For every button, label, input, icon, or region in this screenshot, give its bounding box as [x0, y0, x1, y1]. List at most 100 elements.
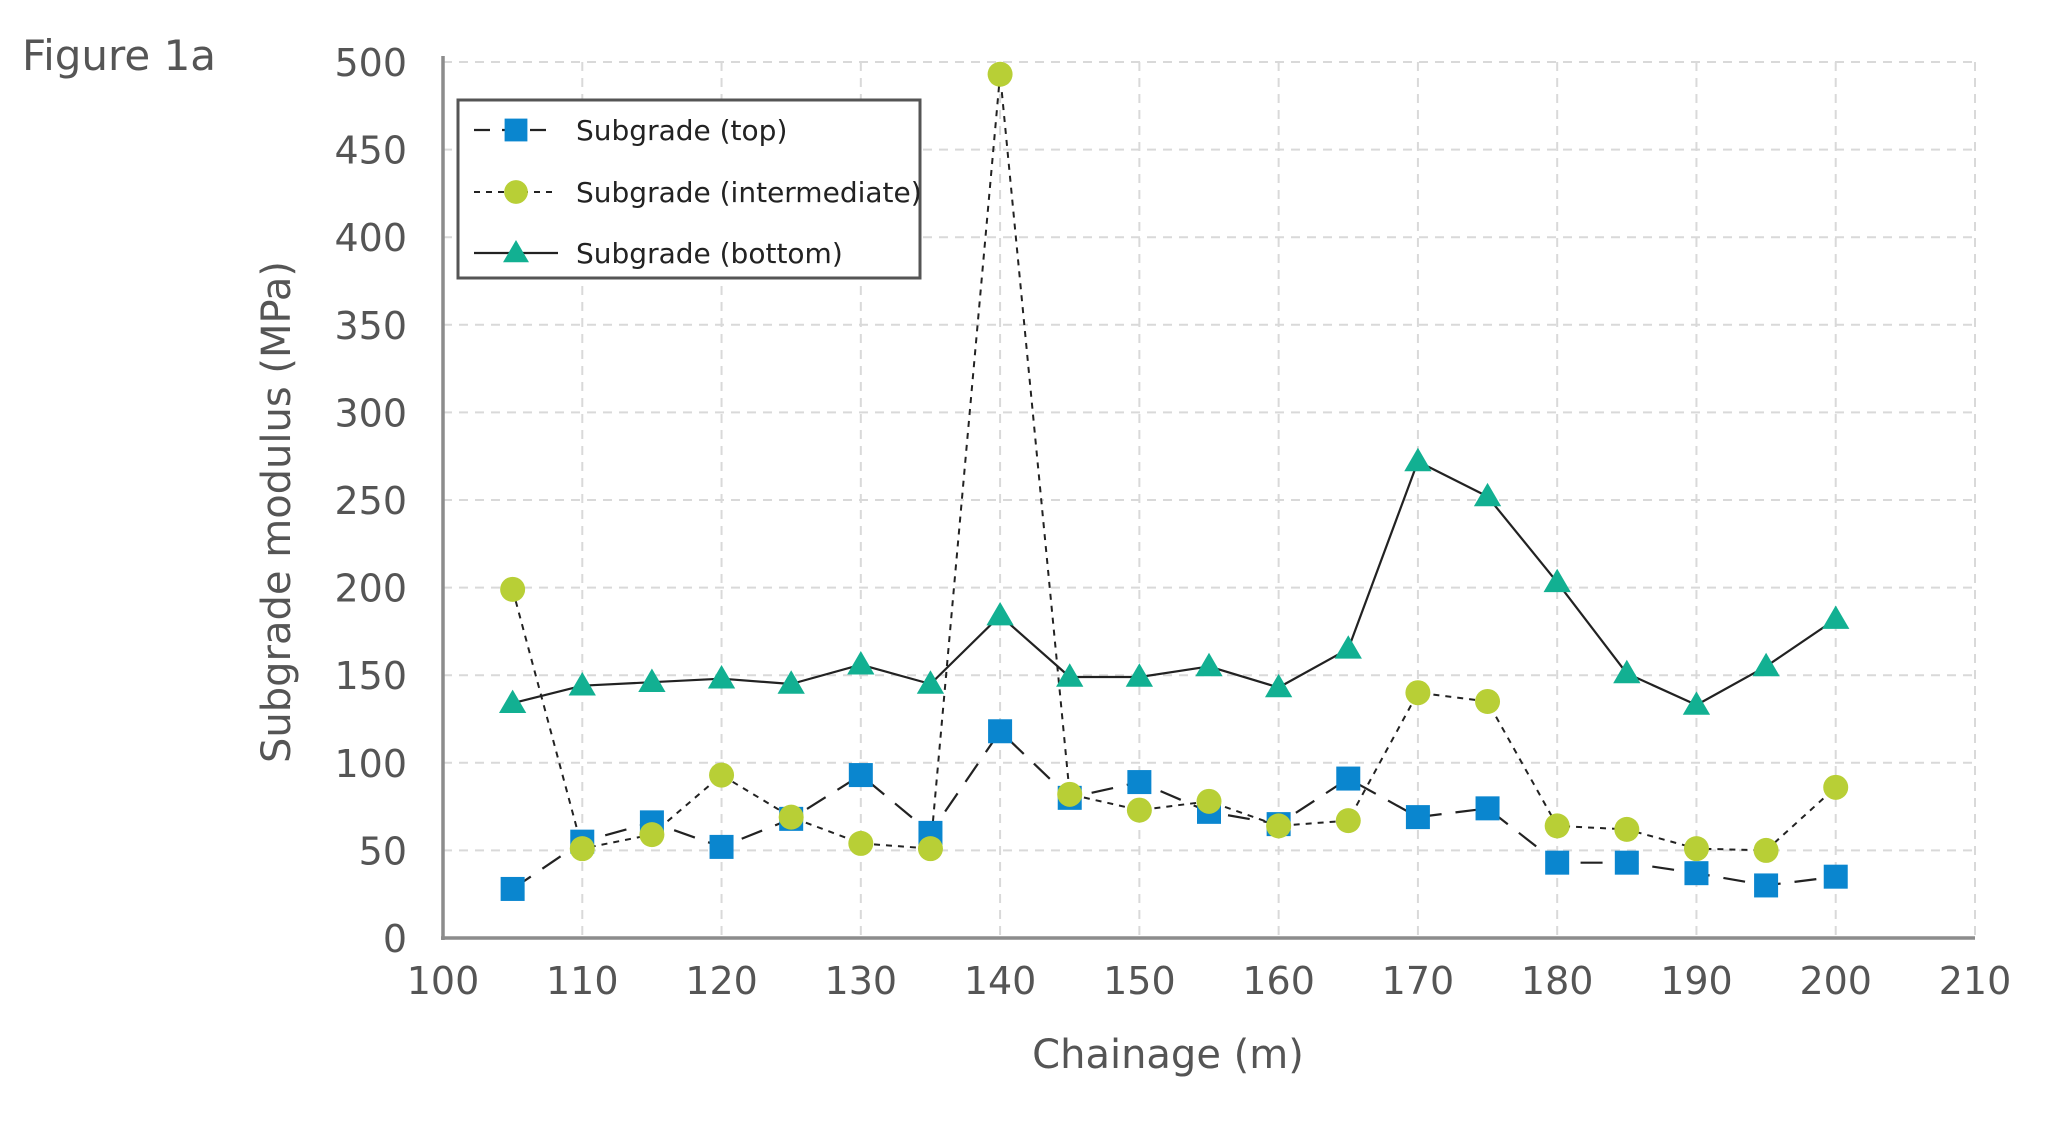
data-point-triangle — [1613, 659, 1641, 684]
data-point-square — [1336, 766, 1361, 791]
x-axis-title: Chainage (m) — [1032, 1032, 1304, 1078]
data-point-circle — [504, 180, 528, 204]
data-point-square — [1614, 850, 1639, 875]
legend-item: Subgrade (bottom) — [474, 237, 843, 270]
y-tick-label: 350 — [334, 304, 407, 348]
x-tick-label: 170 — [1382, 959, 1455, 1003]
data-point-circle — [917, 836, 943, 862]
y-axis-title: Subgrade modulus (MPa) — [254, 261, 300, 763]
data-point-square — [500, 876, 525, 901]
y-tick-label: 150 — [334, 654, 407, 698]
y-tick-label: 450 — [334, 129, 407, 173]
data-point-circle — [500, 576, 526, 602]
x-tick-label: 200 — [1799, 959, 1872, 1003]
data-point-circle — [1544, 813, 1570, 839]
data-point-circle — [1823, 774, 1849, 800]
data-point-triangle — [1195, 652, 1223, 677]
tick-labels: 0 50 100 150 200 250 300 350 400 450 500 100 110 120 1… — [334, 41, 2011, 1003]
data-point-circle — [848, 830, 874, 856]
data-point-circle — [1614, 816, 1640, 842]
data-point-square — [988, 719, 1013, 744]
data-point-square — [1754, 873, 1779, 898]
data-point-triangle — [777, 670, 805, 694]
data-point-triangle — [1334, 635, 1362, 659]
x-tick-label: 180 — [1521, 959, 1594, 1003]
x-tick-label: 190 — [1660, 959, 1733, 1003]
y-tick-label: 400 — [334, 216, 407, 260]
data-point-square — [1475, 796, 1500, 821]
data-point-circle — [1683, 836, 1709, 862]
data-point-circle — [1335, 808, 1361, 834]
data-point-circle — [639, 822, 665, 848]
series-line — [512, 460, 1837, 707]
data-point-circle — [1266, 813, 1292, 839]
data-point-circle — [569, 836, 595, 862]
data-point-triangle — [1543, 568, 1571, 593]
data-point-square — [1823, 864, 1848, 889]
legend-label: Subgrade (top) — [576, 114, 787, 147]
legend-item: Subgrade (intermediate) — [474, 176, 922, 209]
y-tick-label: 100 — [334, 742, 407, 786]
y-tick-label: 300 — [334, 391, 407, 435]
data-point-triangle — [568, 672, 596, 696]
data-point-triangle — [1264, 673, 1293, 698]
data-point-circle — [1057, 781, 1083, 807]
axes — [441, 56, 1975, 940]
data-point-square — [1127, 770, 1152, 795]
series — [498, 61, 1850, 901]
data-point-triangle — [1125, 663, 1154, 687]
x-tick-label: 210 — [1939, 959, 2012, 1003]
data-point-square — [504, 118, 528, 142]
data-point-triangle — [847, 651, 875, 675]
x-tick-label: 160 — [1242, 959, 1315, 1003]
y-tick-label: 0 — [383, 917, 407, 961]
data-point-triangle — [1473, 482, 1502, 507]
grid — [443, 61, 1976, 938]
data-point-triangle — [1682, 691, 1711, 715]
data-point-triangle — [503, 240, 529, 263]
x-tick-label: 140 — [964, 959, 1037, 1003]
figure-label: Figure 1a — [22, 31, 216, 80]
data-point-triangle — [1056, 663, 1084, 687]
legend-item: Subgrade (top) — [474, 114, 787, 147]
y-tick-label: 500 — [334, 41, 407, 85]
data-point-circle — [1405, 680, 1431, 706]
legend-label: Subgrade (bottom) — [576, 237, 843, 270]
x-tick-label: 110 — [546, 959, 619, 1003]
data-point-triangle — [1752, 652, 1780, 677]
data-point-triangle — [498, 689, 527, 713]
series-line-triangle — [512, 460, 1837, 707]
data-point-square — [848, 763, 873, 788]
legend-label: Subgrade (intermediate) — [576, 176, 922, 209]
data-point-triangle — [707, 665, 736, 689]
x-tick-label: 120 — [685, 959, 758, 1003]
x-tick-label: 130 — [825, 959, 898, 1003]
data-point-circle — [1753, 837, 1779, 863]
data-point-circle — [1196, 788, 1222, 814]
data-point-triangle — [916, 670, 945, 694]
data-point-triangle — [638, 668, 666, 692]
series-line-square — [511, 730, 1836, 890]
data-point-circle — [778, 804, 804, 830]
data-point-circle — [987, 61, 1013, 87]
data-point-square — [1684, 861, 1709, 886]
data-point-square — [1405, 805, 1430, 830]
data-point-square — [1545, 850, 1570, 875]
series-markers-square — [500, 719, 1848, 901]
data-point-triangle — [986, 601, 1014, 626]
series-markers-circle — [500, 61, 1849, 863]
y-tick-label: 50 — [359, 829, 407, 873]
x-tick-label: 100 — [407, 959, 480, 1003]
legend: Subgrade (top) Subgrade (intermediate) Sub… — [456, 98, 922, 280]
legend-box — [456, 98, 922, 280]
data-point-circle — [1126, 797, 1152, 823]
data-point-triangle — [1404, 447, 1432, 472]
y-tick-label: 200 — [334, 567, 407, 611]
data-point-circle — [1475, 688, 1501, 714]
x-tick-label: 150 — [1103, 959, 1176, 1003]
data-point-square — [709, 834, 734, 859]
y-tick-label: 250 — [334, 479, 407, 523]
series-markers-triangle — [498, 447, 1850, 715]
series-line — [511, 730, 1836, 890]
